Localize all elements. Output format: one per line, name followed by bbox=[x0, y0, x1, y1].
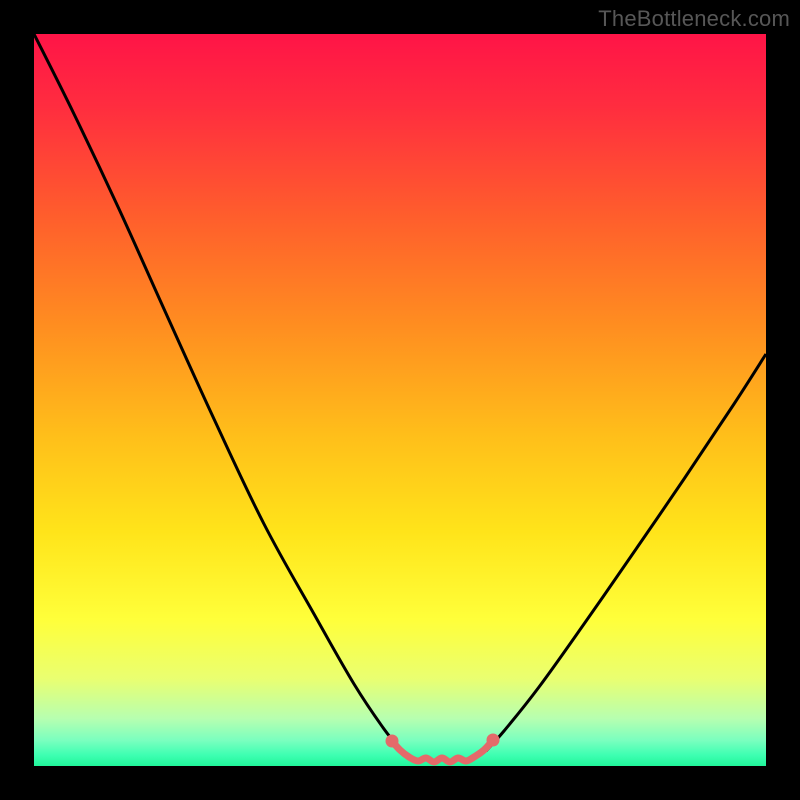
bottleneck-curve bbox=[34, 34, 766, 766]
sweet-spot-end-marker-left bbox=[386, 735, 399, 748]
watermark-text: TheBottleneck.com bbox=[598, 6, 790, 32]
sweet-spot-band bbox=[392, 740, 493, 762]
curve-right-branch bbox=[486, 354, 766, 751]
sweet-spot-end-marker-right bbox=[487, 734, 500, 747]
plot-area bbox=[34, 34, 766, 766]
curve-left-branch bbox=[34, 34, 402, 751]
chart-frame: TheBottleneck.com bbox=[0, 0, 800, 800]
